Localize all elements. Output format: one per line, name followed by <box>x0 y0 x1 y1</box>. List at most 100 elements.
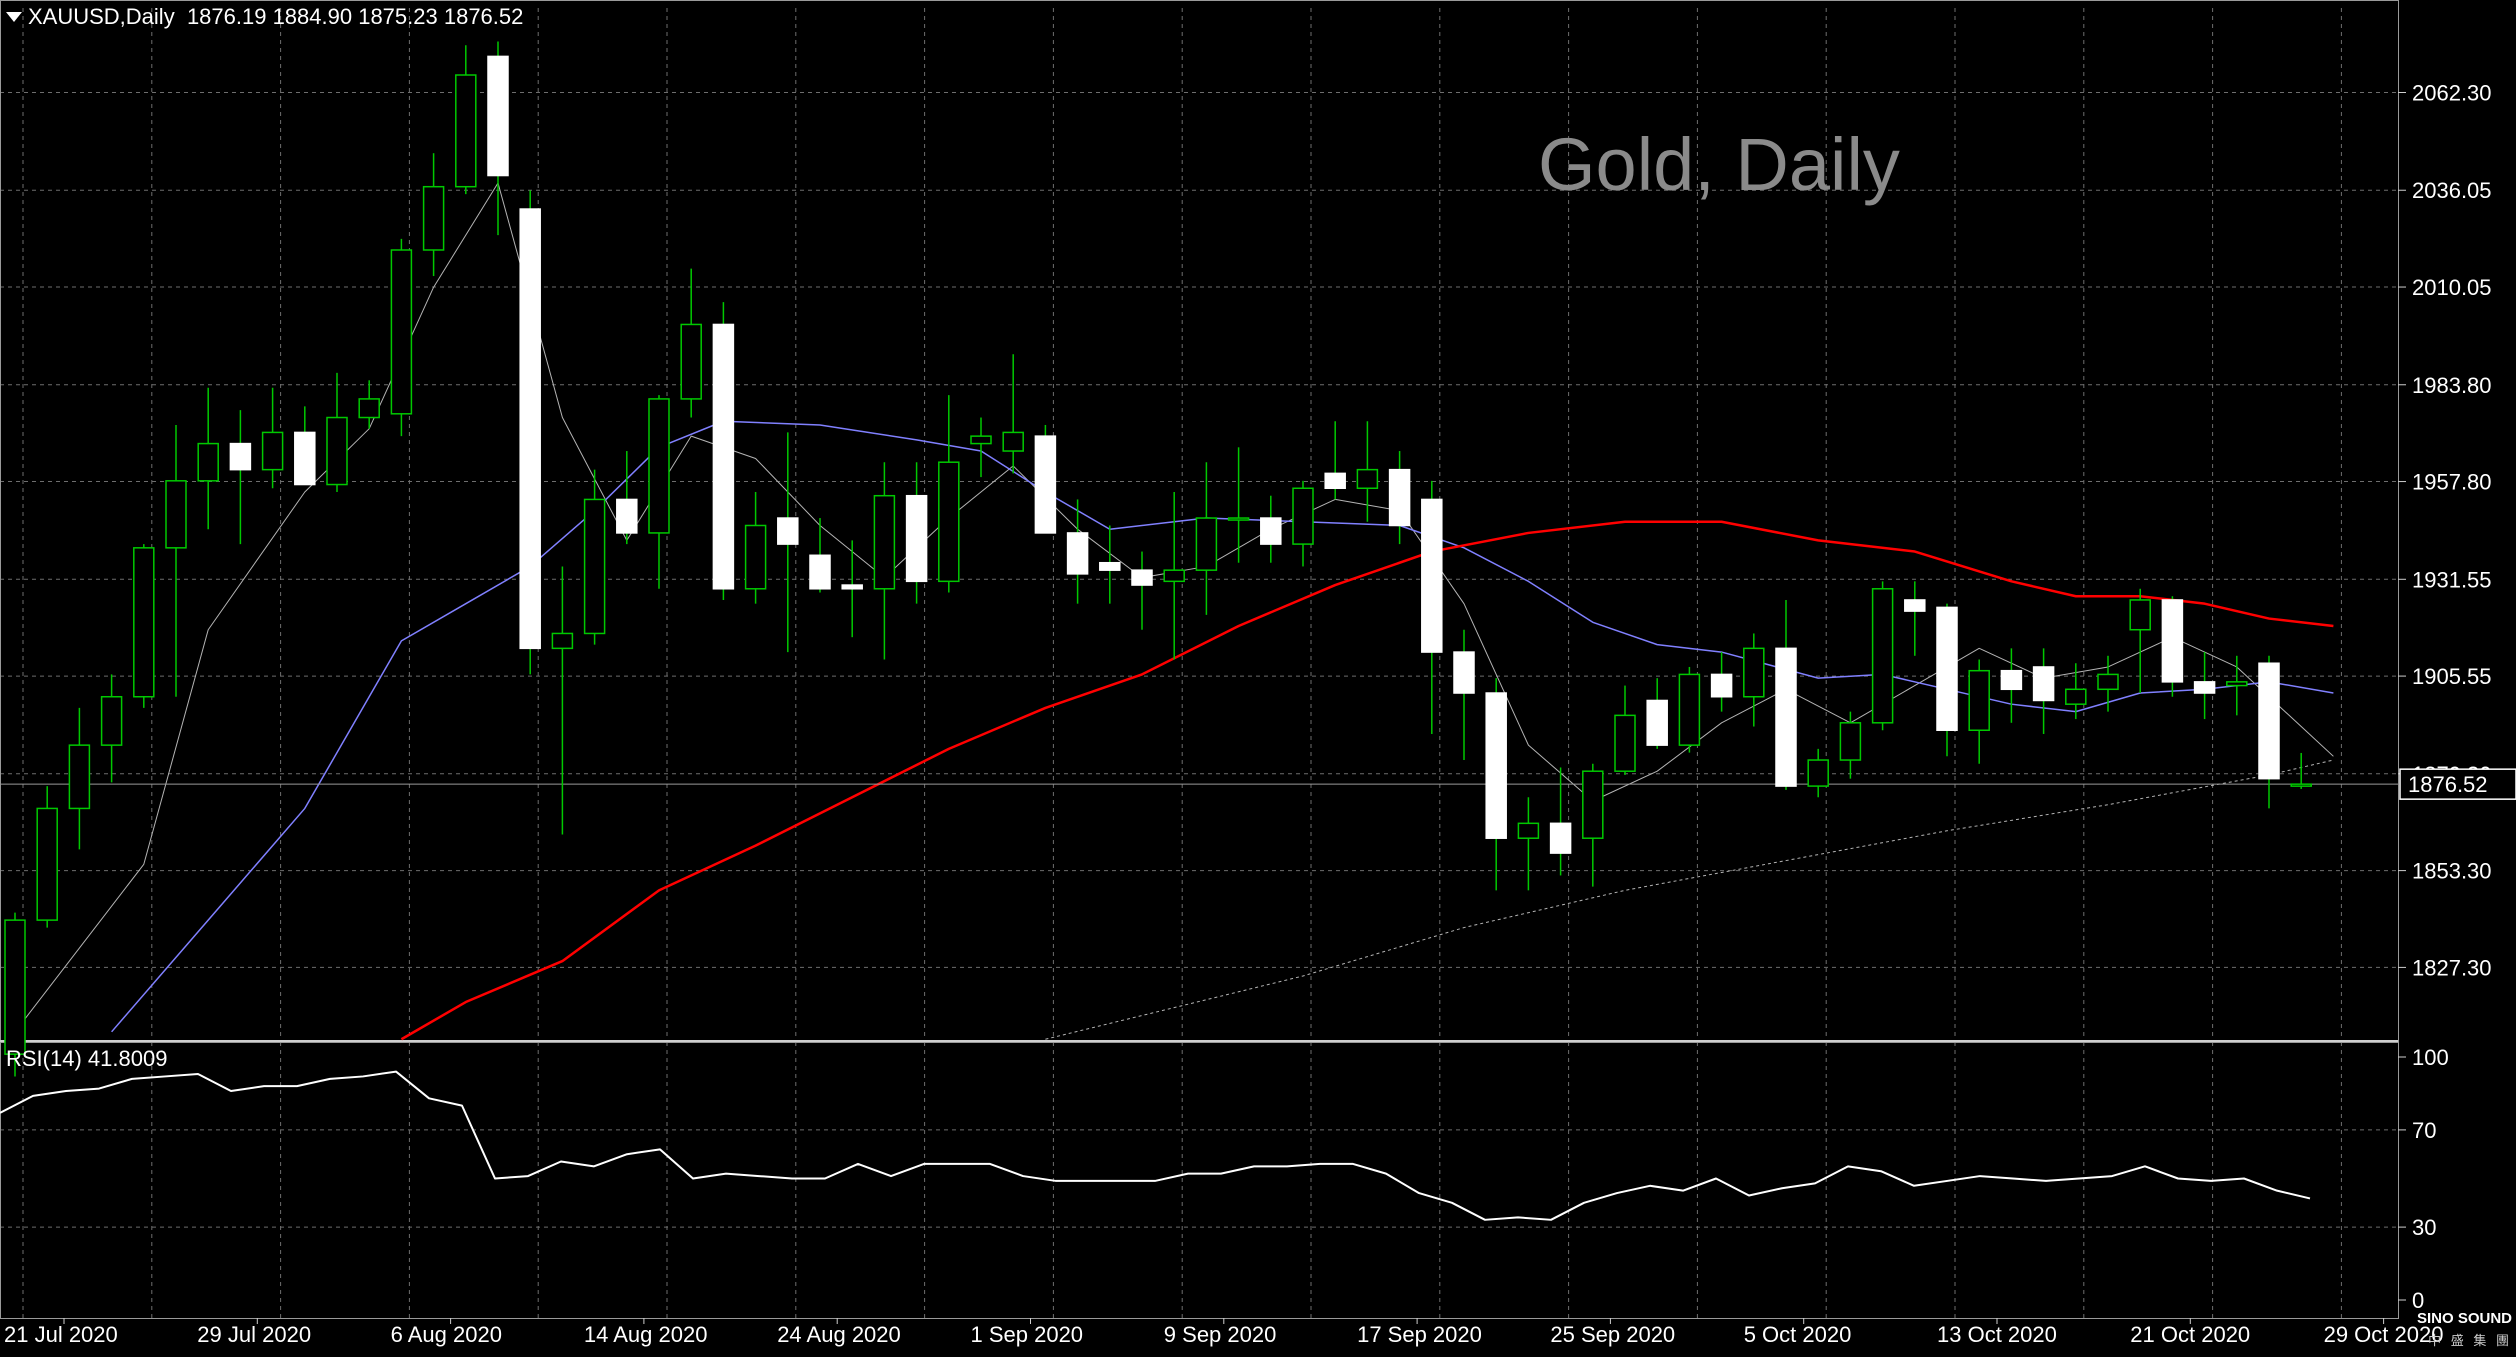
logo-brand-text: SINO SOUND <box>2416 1310 2512 1327</box>
candle-body <box>68 744 91 810</box>
logo-sub-text: 中 盛 集 團 <box>2428 1333 2512 1348</box>
candle-body <box>1517 822 1540 839</box>
x-tick-label: 24 Aug 2020 <box>777 1322 901 1347</box>
candle-body <box>1807 759 1829 787</box>
candle-body <box>455 74 477 188</box>
rsi-tick-label: 30 <box>2412 1215 2436 1240</box>
x-tick-label: 25 Sep 2020 <box>1550 1322 1675 1347</box>
candle-body <box>1485 692 1507 839</box>
candle-body <box>777 517 799 545</box>
y-tick-label: 1957.80 <box>2412 470 2492 495</box>
y-tick-label: 1931.55 <box>2412 567 2492 592</box>
y-tick-label: 2062.30 <box>2412 81 2492 106</box>
y-tick-label: 1983.80 <box>2412 373 2492 398</box>
candle-body <box>1549 822 1572 854</box>
candle-body <box>873 494 896 590</box>
candle-body <box>390 249 413 415</box>
candle-body <box>1968 669 1990 732</box>
candle-body <box>1227 517 1250 521</box>
candle-body <box>1743 647 1765 698</box>
dropdown-triangle-icon[interactable] <box>6 12 22 22</box>
candle-body <box>1775 647 1797 787</box>
x-tick-label: 21 Jul 2020 <box>4 1322 118 1347</box>
candle-body <box>326 416 348 486</box>
symbol-label: XAUUSD,Daily <box>28 4 175 29</box>
candle-body <box>970 435 992 445</box>
candle-body <box>197 442 219 482</box>
candle-body <box>2129 599 2151 631</box>
x-tick-label: 6 Aug 2020 <box>391 1322 502 1347</box>
label-layer: 1827.301853.301879.301905.551931.551957.… <box>4 81 2516 1347</box>
current-price-label: 1876.52 <box>2408 772 2488 797</box>
x-tick-label: 14 Aug 2020 <box>584 1322 708 1347</box>
grid-layer <box>0 8 2398 1318</box>
y-tick-label: 1853.30 <box>2412 859 2492 884</box>
candle-body <box>2097 673 2119 691</box>
candle-body <box>712 323 735 590</box>
candle-body <box>133 547 155 698</box>
candle-body <box>1131 569 1153 586</box>
candle-body <box>1936 606 1958 732</box>
candle-body <box>165 480 187 549</box>
candle-body <box>648 398 670 534</box>
candle-body <box>1034 435 1057 534</box>
brand-logo: SINO SOUND 中 盛 集 團 <box>2402 1310 2512 1348</box>
candle-body <box>1453 651 1475 694</box>
x-tick-label: 9 Sep 2020 <box>1164 1322 1277 1347</box>
y-tick-label: 2010.05 <box>2412 275 2492 300</box>
candle-body <box>519 208 541 650</box>
rsi-tick-label: 0 <box>2412 1288 2424 1313</box>
candle-body <box>809 554 831 590</box>
axis-layer <box>0 0 2406 1324</box>
candle-body <box>841 584 863 590</box>
rsi-tick-label: 100 <box>2412 1045 2449 1070</box>
candle-body <box>1099 561 1121 571</box>
candle-body <box>1904 599 1926 612</box>
candle-body <box>616 498 638 534</box>
current-price-box <box>2399 768 2516 800</box>
candle-body <box>2226 681 2248 687</box>
x-tick-label: 5 Oct 2020 <box>1744 1322 1852 1347</box>
candle-body <box>2032 666 2055 702</box>
candle-layer <box>4 41 2312 1077</box>
ohlc-values: 1876.19 1884.90 1875.23 1876.52 <box>186 4 524 29</box>
candle-body <box>229 442 252 471</box>
chart-header: XAUUSD,Daily 1876.19 1884.90 1875.23 187… <box>4 4 523 30</box>
candle-body <box>744 524 767 590</box>
x-tick-label: 21 Oct 2020 <box>2130 1322 2250 1347</box>
candle-body <box>1839 722 1862 761</box>
candle-body <box>2161 599 2184 683</box>
rsi-label: RSI(14) 41.8009 <box>6 1046 168 1071</box>
x-tick-label: 29 Oct 2020 <box>2324 1322 2444 1347</box>
x-tick-label: 29 Jul 2020 <box>197 1322 311 1347</box>
candle-body <box>1388 468 1411 527</box>
indicator-line <box>1045 759 2334 1040</box>
indicator-line <box>111 420 2334 1033</box>
candle-body <box>1260 517 1282 545</box>
rsi-tick-label: 70 <box>2412 1118 2436 1143</box>
indicator-layer <box>0 182 2398 1221</box>
candle-body <box>358 398 380 419</box>
candle-body <box>2290 783 2312 787</box>
candle-body <box>1614 714 1636 772</box>
chart-watermark: Gold, Daily <box>1538 123 1900 206</box>
candle-body <box>1710 673 1733 698</box>
candle-body <box>1066 532 1089 575</box>
candle-body <box>422 185 445 251</box>
rsi-line <box>0 1070 2311 1221</box>
candle-body <box>551 632 574 650</box>
candle-body <box>1871 588 1894 724</box>
candle-body <box>1195 517 1218 571</box>
x-tick-label: 1 Sep 2020 <box>971 1322 1084 1347</box>
candle-body <box>1002 431 1024 452</box>
candle-body <box>905 494 928 583</box>
candle-body <box>1646 699 1668 746</box>
x-tick-label: 17 Sep 2020 <box>1357 1322 1482 1347</box>
candle-body <box>294 431 316 486</box>
indicator-line <box>400 520 2334 1041</box>
y-tick-label: 1827.30 <box>2412 955 2492 980</box>
candle-body <box>583 498 606 635</box>
candle-body <box>36 807 58 921</box>
candle-body <box>4 919 26 1055</box>
